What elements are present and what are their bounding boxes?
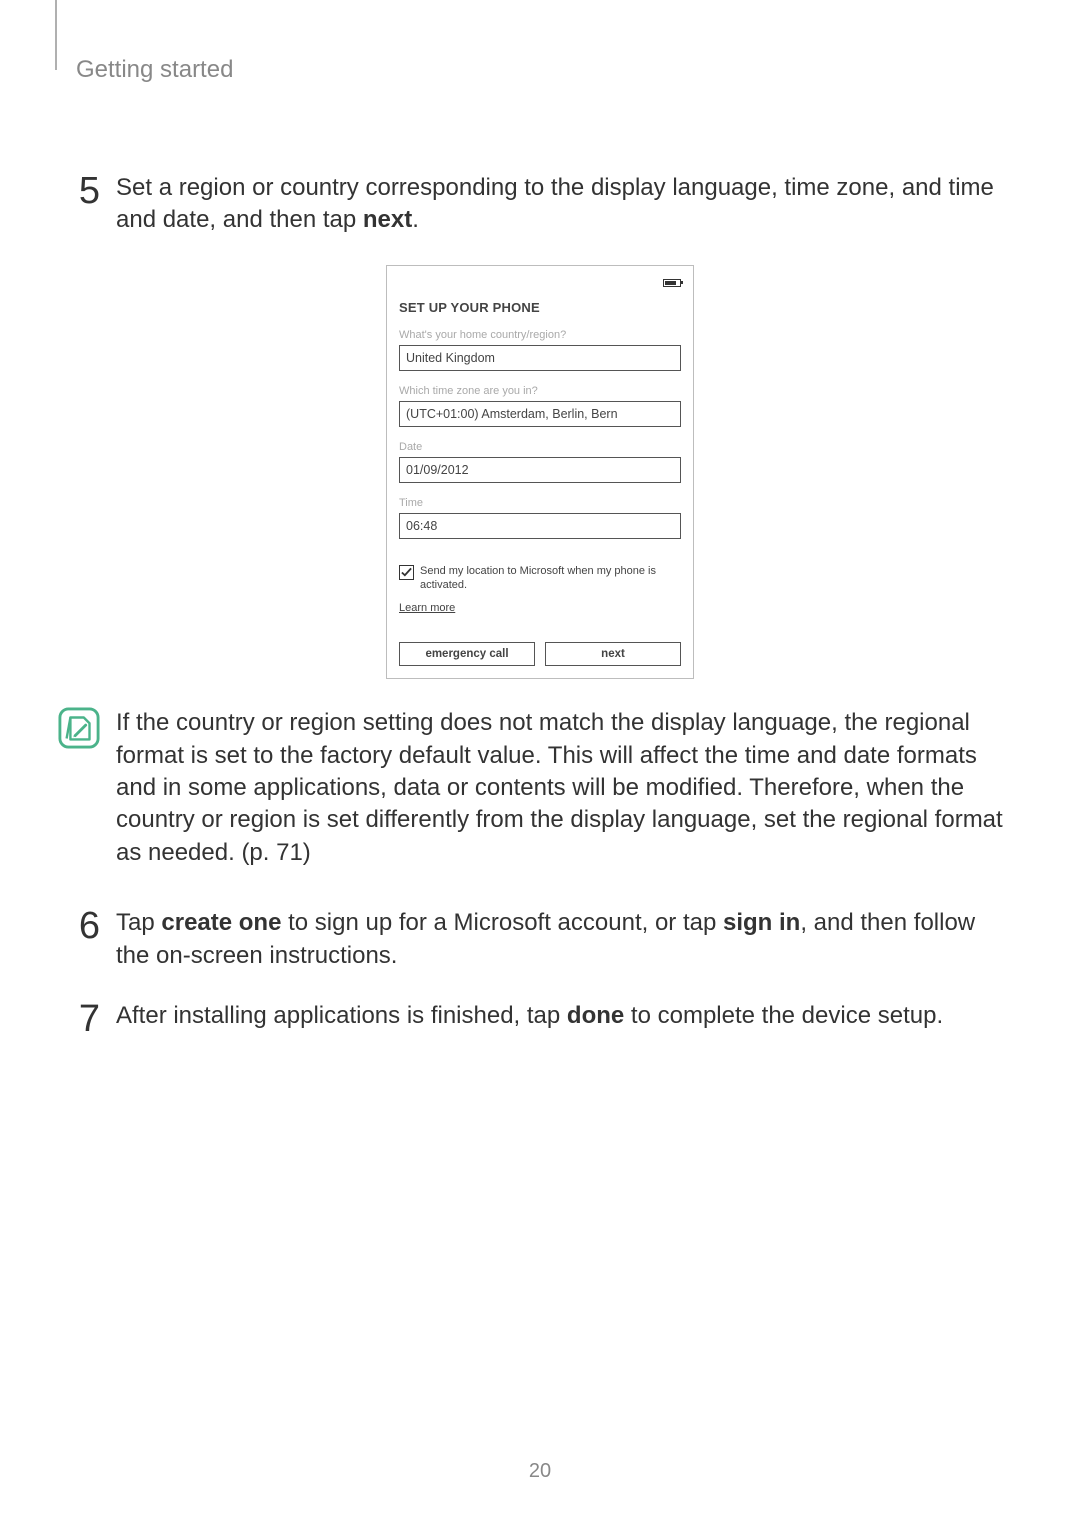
step-number: 7	[56, 1000, 100, 1038]
step-6-b2: sign in	[723, 909, 800, 936]
checkbox-row[interactable]: Send my location to Microsoft when my ph…	[399, 565, 681, 593]
learn-more-link[interactable]: Learn more	[399, 602, 455, 614]
step-7-b1: done	[567, 1002, 624, 1029]
checkmark-icon	[401, 567, 412, 578]
step-7: 7 After installing applications is finis…	[56, 1000, 1010, 1038]
step-6: 6 Tap create one to sign up for a Micros…	[56, 907, 1010, 972]
label-timezone: Which time zone are you in?	[399, 385, 681, 397]
step-number: 6	[56, 907, 100, 945]
step-6-t1: Tap	[116, 909, 161, 936]
header-rule	[55, 0, 57, 70]
step-7-body: After installing applications is finishe…	[116, 1000, 1010, 1032]
label-date: Date	[399, 441, 681, 453]
step-7-t1: After installing applications is finishe…	[116, 1002, 567, 1029]
phone-title: SET UP YOUR PHONE	[399, 300, 681, 315]
field-time[interactable]: 06:48	[399, 513, 681, 539]
step-5: 5 Set a region or country corresponding …	[56, 172, 1010, 237]
battery-icon	[663, 279, 681, 287]
step-5-text-after: .	[412, 206, 419, 233]
page-number: 20	[0, 1460, 1080, 1483]
step-5-body: Set a region or country corresponding to…	[116, 172, 1010, 237]
step-5-text-before: Set a region or country corresponding to…	[116, 174, 994, 233]
step-6-body: Tap create one to sign up for a Microsof…	[116, 907, 1010, 972]
note-icon	[56, 707, 100, 749]
label-time: Time	[399, 497, 681, 509]
field-timezone[interactable]: (UTC+01:00) Amsterdam, Berlin, Bern	[399, 401, 681, 427]
step-7-t2: to complete the device setup.	[624, 1002, 943, 1029]
step-number: 5	[56, 172, 100, 210]
phone-screenshot: SET UP YOUR PHONE What's your home count…	[386, 265, 694, 680]
step-6-t2: to sign up for a Microsoft account, or t…	[281, 909, 723, 936]
checkbox-icon[interactable]	[399, 565, 414, 580]
step-5-bold: next	[363, 206, 412, 233]
note-block: If the country or region setting does no…	[56, 707, 1010, 869]
battery-fill	[665, 281, 676, 285]
label-country: What's your home country/region?	[399, 329, 681, 341]
section-title: Getting started	[76, 56, 1010, 84]
phone-screenshot-wrap: SET UP YOUR PHONE What's your home count…	[70, 265, 1010, 680]
note-text: If the country or region setting does no…	[116, 707, 1010, 869]
phone-button-row: emergency call next	[399, 642, 681, 666]
field-date[interactable]: 01/09/2012	[399, 457, 681, 483]
step-6-b1: create one	[161, 909, 281, 936]
next-button[interactable]: next	[545, 642, 681, 666]
emergency-call-button[interactable]: emergency call	[399, 642, 535, 666]
header-rule-line	[55, 0, 57, 70]
phone-statusbar	[399, 276, 681, 290]
manual-page: Getting started 5 Set a region or countr…	[0, 0, 1080, 1527]
checkbox-label: Send my location to Microsoft when my ph…	[420, 565, 681, 593]
field-country[interactable]: United Kingdom	[399, 345, 681, 371]
